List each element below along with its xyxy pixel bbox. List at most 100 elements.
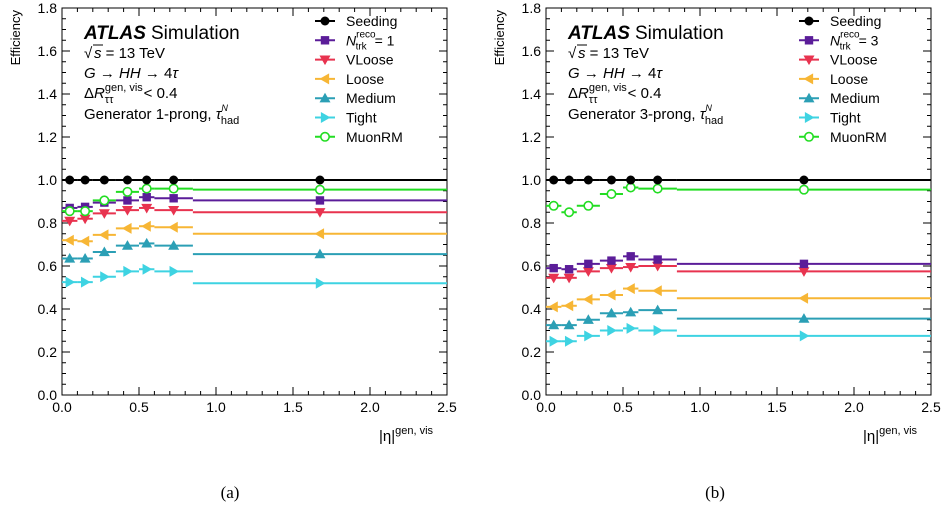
- legend-marker: [320, 36, 330, 45]
- data-point: [563, 300, 574, 312]
- x-tick-label: 0.0: [52, 399, 72, 415]
- data-point: [549, 335, 560, 347]
- data-point: [606, 188, 617, 199]
- data-point: [64, 206, 75, 217]
- data-point: [549, 175, 559, 185]
- data-point: [584, 330, 594, 342]
- y-tick-label: 1.6: [38, 43, 58, 59]
- generator-annotation: Generator 1-prong, τN had: [84, 103, 239, 127]
- data-point: [653, 325, 664, 336]
- legend-label: MuonRM: [346, 129, 403, 145]
- data-point: [652, 285, 662, 297]
- data-point: [121, 240, 133, 250]
- legend-entry-muonrm: MuonRM: [315, 129, 403, 145]
- data-point: [799, 259, 809, 269]
- legend-entry-loose: Loose: [799, 71, 868, 87]
- series-loose: [62, 220, 447, 247]
- legend-marker: [803, 55, 815, 66]
- legend-label: Tight: [830, 110, 861, 126]
- legend-marker: [804, 16, 814, 26]
- atlas-label: ATLAS: [83, 23, 146, 44]
- legend-marker: [804, 112, 815, 123]
- data-point: [141, 203, 153, 214]
- legend-entry-tight: Tight: [315, 110, 377, 126]
- data-point: [314, 248, 326, 259]
- x-tick-label: 2.5: [437, 399, 457, 415]
- data-point: [563, 273, 575, 284]
- data-point: [168, 205, 180, 216]
- efficiency-plot-a: 0.0 0.5 1.0 1.5 2.0 2.5 0.0 0.2 0.4 0.6 0.8 1.0 1.2 1…: [8, 0, 457, 445]
- data-point: [65, 276, 76, 288]
- y-tick-label: 1.0: [38, 172, 58, 188]
- legend-marker: [319, 73, 330, 85]
- data-point: [798, 184, 809, 195]
- x-tick-label: 1.5: [283, 399, 303, 415]
- y-tick-label: 1.4: [38, 86, 58, 102]
- data-point: [549, 263, 558, 273]
- series-medium: [62, 237, 447, 263]
- y-tick-label: 1.8: [522, 0, 542, 16]
- data-point: [798, 313, 810, 323]
- data-point: [584, 259, 593, 269]
- data-point: [123, 265, 133, 277]
- caption-b: (b): [705, 483, 725, 502]
- data-point: [79, 214, 91, 225]
- data-point: [64, 216, 76, 227]
- legend-entry-vloose: VLoose: [799, 52, 878, 68]
- legend-label: VLoose: [346, 52, 394, 68]
- energy-text: s = 13 TeV: [578, 45, 649, 62]
- series-seeding: [546, 175, 931, 185]
- legend-entry-medium: Medium: [799, 90, 880, 106]
- series-vloose: [62, 203, 447, 227]
- legend-marker: [319, 55, 331, 66]
- data-point: [605, 264, 617, 274]
- legend-marker: [803, 92, 815, 103]
- data-point: [626, 322, 637, 334]
- caption-a: (a): [220, 483, 240, 502]
- y-tick-label: 0.8: [38, 215, 58, 231]
- legend-label: Medium: [830, 90, 880, 106]
- x-tick-label: 2.5: [921, 399, 941, 415]
- sqrt-sign: √: [84, 45, 93, 62]
- atlas-label: ATLAS: [567, 23, 630, 44]
- legend-marker: [320, 16, 330, 26]
- data-point: [65, 175, 75, 185]
- data-point: [607, 256, 616, 265]
- data-point: [168, 221, 178, 233]
- legend-marker: [803, 73, 814, 85]
- data-point: [564, 207, 575, 218]
- y-tick-label: 1.0: [522, 172, 542, 188]
- data-point: [582, 267, 594, 277]
- data-point: [141, 183, 152, 194]
- legend-marker: [320, 112, 331, 123]
- data-point: [99, 195, 110, 206]
- data-point: [141, 237, 153, 248]
- x-tick-label: 1.0: [690, 399, 710, 415]
- legend-entry-vloose: VLoose: [315, 52, 394, 68]
- y-tick-label: 1.2: [38, 129, 58, 145]
- legend-entry-ntrk: Nreco trk = 1: [315, 29, 395, 52]
- series-tight: [62, 263, 447, 289]
- data-point: [123, 196, 132, 205]
- y-tick-label: 1.4: [522, 86, 542, 102]
- delta-r-annotation: ΔRgen, vis ττ < 0.4: [84, 82, 177, 106]
- y-tick-label: 0.4: [38, 301, 58, 317]
- legend-marker: [803, 131, 814, 142]
- process-annotation: G → HH → 4τ: [568, 65, 663, 82]
- legend-entry-tight: Tight: [799, 110, 861, 126]
- data-point: [652, 183, 663, 194]
- data-point: [798, 292, 809, 304]
- data-point: [563, 319, 575, 330]
- legend-marker: [319, 131, 330, 142]
- series-ntrk: [546, 252, 931, 274]
- data-point: [168, 183, 179, 194]
- data-point: [564, 265, 574, 274]
- data-point: [80, 206, 91, 217]
- x-tick-label: 0.0: [536, 399, 556, 415]
- data-point: [582, 314, 594, 324]
- x-axis-label: |η|gen, vis: [863, 425, 918, 445]
- legend-label: Tight: [346, 110, 377, 126]
- series-muonrm: [546, 182, 931, 218]
- data-point: [548, 200, 559, 211]
- process-annotation: G → HH → 4τ: [84, 65, 179, 82]
